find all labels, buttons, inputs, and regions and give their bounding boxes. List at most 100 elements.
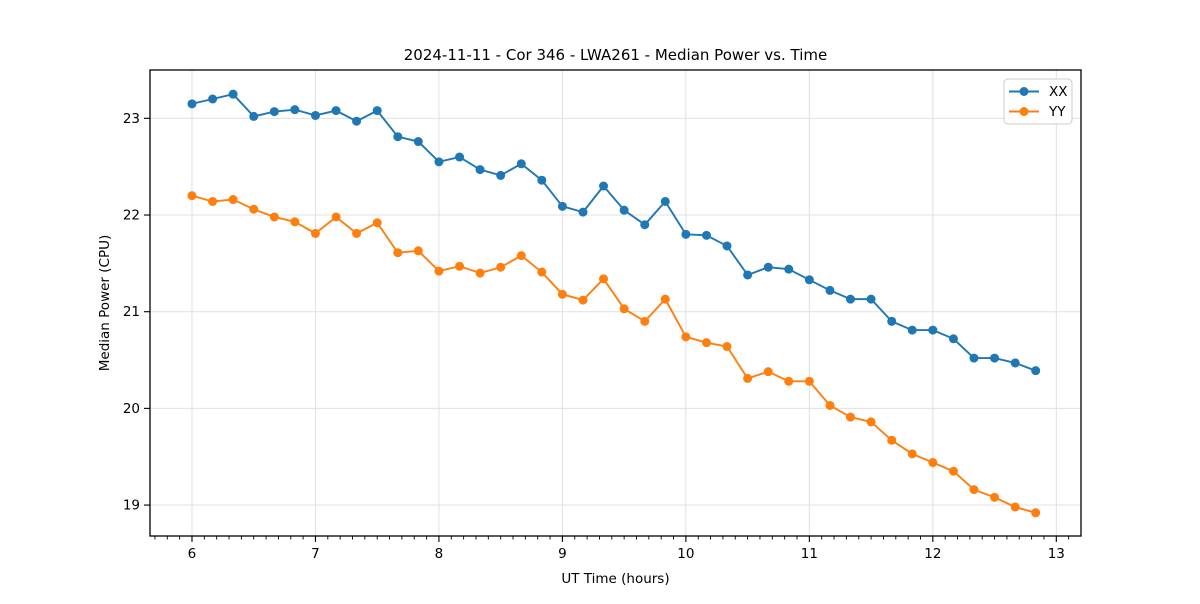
data-point-xx	[413, 137, 423, 147]
data-point-yy	[455, 261, 465, 271]
data-point-xx	[969, 353, 979, 363]
data-point-xx	[1031, 366, 1041, 376]
data-point-yy	[681, 332, 691, 342]
legend-sample-marker	[1019, 87, 1029, 96]
data-point-yy	[969, 485, 979, 495]
data-point-yy	[660, 294, 670, 304]
data-point-yy	[990, 492, 1000, 502]
data-point-xx	[640, 220, 650, 230]
data-point-xx	[537, 175, 547, 185]
axis-ticks: 6 7 8 9 10 11 12 13 19 20 21 22 23	[123, 111, 1070, 562]
data-point-yy	[537, 267, 547, 277]
data-point-xx	[557, 201, 567, 211]
data-point-xx	[187, 99, 197, 109]
data-point-yy	[393, 248, 403, 258]
data-point-xx	[455, 152, 465, 162]
data-point-yy	[413, 246, 423, 256]
data-point-xx	[619, 205, 629, 215]
data-point-xx	[228, 89, 238, 99]
data-point-xx	[887, 316, 897, 326]
data-point-yy	[948, 466, 958, 476]
data-point-xx	[866, 294, 876, 304]
data-point-yy	[310, 228, 320, 238]
data-point-yy	[475, 268, 485, 278]
legend: XX YY	[1003, 78, 1073, 125]
y-tick-label: 22	[123, 208, 140, 224]
y-tick-label: 19	[123, 498, 140, 514]
data-point-yy	[208, 196, 218, 206]
data-point-xx	[722, 241, 732, 251]
data-point-xx	[948, 334, 958, 344]
data-point-xx	[907, 325, 917, 335]
chart-title: 2024-11-11 - Cor 346 - LWA261 - Median P…	[404, 46, 828, 64]
data-point-yy	[269, 212, 279, 222]
data-point-yy	[1010, 502, 1020, 512]
x-tick-label: 13	[1048, 546, 1065, 562]
data-point-yy	[887, 435, 897, 445]
x-tick-label: 11	[801, 546, 818, 562]
data-point-xx	[208, 94, 218, 104]
legend-sample-marker	[1019, 107, 1029, 116]
data-point-yy	[763, 367, 773, 377]
data-point-yy	[619, 304, 629, 314]
data-point-xx	[434, 157, 444, 167]
data-point-xx	[660, 196, 670, 206]
x-tick-label: 9	[558, 546, 567, 562]
data-point-xx	[516, 159, 526, 169]
data-point-yy	[722, 342, 732, 352]
data-point-xx	[352, 116, 362, 126]
data-point-yy	[372, 218, 382, 228]
data-point-yy	[228, 195, 238, 205]
data-point-yy	[866, 417, 876, 427]
data-point-xx	[784, 264, 794, 274]
data-point-yy	[804, 376, 814, 386]
data-point-xx	[269, 107, 279, 117]
data-point-yy	[516, 251, 526, 261]
data-point-yy	[1031, 508, 1041, 518]
data-point-xx	[681, 229, 691, 239]
data-point-xx	[763, 262, 773, 272]
data-point-xx	[331, 106, 341, 116]
data-point-yy	[434, 266, 444, 276]
data-point-yy	[557, 289, 567, 299]
x-tick-label: 7	[311, 546, 320, 562]
legend-label: XX	[1049, 84, 1068, 100]
x-tick-label: 8	[435, 546, 444, 562]
legend-label: YY	[1048, 104, 1066, 120]
data-point-xx	[702, 230, 712, 240]
data-point-yy	[784, 376, 794, 386]
data-point-xx	[496, 170, 506, 180]
data-point-yy	[496, 262, 506, 272]
data-point-xx	[599, 181, 609, 191]
data-point-xx	[475, 165, 485, 175]
data-point-xx	[310, 110, 320, 120]
data-point-xx	[990, 353, 1000, 363]
grid-lines	[150, 70, 1081, 536]
data-point-xx	[743, 270, 753, 280]
data-point-yy	[640, 316, 650, 326]
y-axis-label: Median Power (CPU)	[97, 235, 113, 371]
data-point-yy	[331, 212, 341, 222]
y-tick-label: 20	[123, 401, 140, 417]
data-point-yy	[907, 449, 917, 459]
series-line-yy	[191, 194, 1036, 514]
data-point-xx	[1010, 358, 1020, 368]
data-point-yy	[187, 191, 197, 201]
data-series	[187, 89, 1041, 518]
data-point-xx	[804, 275, 814, 285]
x-tick-label: 6	[188, 546, 197, 562]
x-axis-label: UT Time (hours)	[561, 571, 669, 587]
data-point-xx	[845, 294, 855, 304]
plot-border	[149, 69, 1082, 537]
data-point-xx	[928, 325, 938, 335]
data-point-yy	[249, 204, 259, 214]
data-point-xx	[825, 285, 835, 295]
data-point-yy	[743, 373, 753, 383]
data-point-xx	[249, 111, 259, 121]
data-point-xx	[290, 105, 300, 115]
x-tick-label: 12	[924, 546, 941, 562]
data-point-yy	[352, 228, 362, 238]
data-point-xx	[393, 132, 403, 142]
